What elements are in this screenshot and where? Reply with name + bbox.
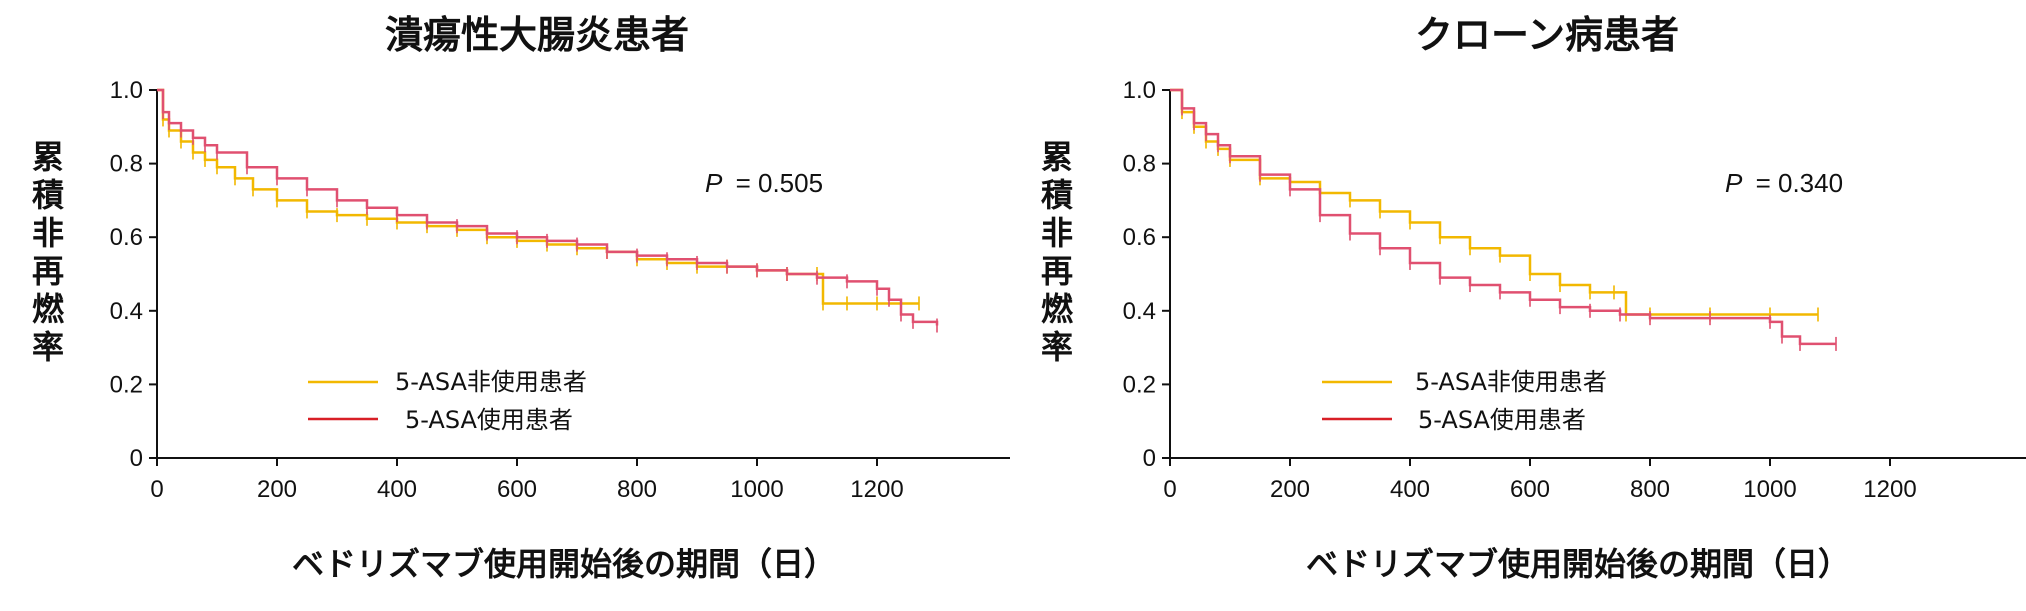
x-axis-label: ベドリズマブ使用開始後の期間（日） (292, 545, 836, 583)
series-line-5asa (1170, 88, 1836, 346)
series-line-5asa (157, 88, 939, 326)
x-tick-label: 400 (1390, 476, 1430, 503)
x-tick-label: 800 (1630, 476, 1670, 503)
legend-label-5asa: 5-ASA使用患者 (405, 406, 573, 434)
y-tick-label: 0.8 (1123, 151, 1156, 178)
x-tick-label: 800 (617, 476, 657, 503)
series-group (1170, 88, 1837, 351)
series-group (157, 88, 939, 333)
y-tick-label: 0.2 (110, 371, 143, 398)
chart-title: 潰瘍性大腸炎患者 (385, 13, 689, 57)
y-axis-label: 累積非再燃率 (1041, 138, 1074, 366)
y-tick-label: 0.8 (110, 151, 143, 178)
y-tick-label: 0 (1143, 445, 1156, 472)
y-tick-label: 0 (130, 445, 143, 472)
x-tick-label: 0 (1163, 476, 1176, 503)
y-axis-label: 累積非再燃率 (32, 138, 65, 366)
axis-ticks: 0 0.2 0.4 0.6 0.8 1.0 0 200 400 600 800 1000 1200 (1123, 77, 1917, 503)
x-tick-label: 600 (497, 476, 537, 503)
x-tick-label: 1200 (1863, 476, 1916, 503)
chart-title: クローン病患者 (1415, 13, 1679, 57)
legend-label-5asa: 5-ASA使用患者 (1418, 406, 1586, 434)
y-tick-label: 1.0 (110, 77, 143, 104)
chart-panel-cd: クローン病患者 累積非再燃率 0 0.2 0.4 0.6 0.8 1.0 0 200 400 60… (1041, 13, 2026, 583)
x-tick-label: 400 (377, 476, 417, 503)
y-tick-label: 0.4 (110, 298, 143, 325)
y-tick-label: 0.6 (110, 224, 143, 251)
x-tick-label: 1000 (1743, 476, 1796, 503)
x-axis-label: ベドリズマブ使用開始後の期間（日） (1306, 545, 1850, 583)
x-tick-label: 600 (1510, 476, 1550, 503)
x-tick-label: 1200 (850, 476, 903, 503)
legend-label-non-5asa: 5-ASA非使用患者 (395, 368, 587, 396)
x-tick-label: 200 (1270, 476, 1310, 503)
chart-panel-uc: 潰瘍性大腸炎患者 累積非再燃率 0 0.2 0.4 0.6 0.8 1.0 0 200 400 6… (32, 13, 1010, 583)
y-tick-label: 0.4 (1123, 298, 1156, 325)
y-tick-label: 0.6 (1123, 224, 1156, 251)
p-value: P = 0.340 (1725, 168, 1843, 198)
series-line-non-5asa (1170, 88, 1818, 316)
axis-ticks: 0 0.2 0.4 0.6 0.8 1.0 0 200 400 600 800 1000 1200 (110, 77, 904, 503)
x-tick-label: 0 (150, 476, 163, 503)
legend-label-non-5asa: 5-ASA非使用患者 (1415, 368, 1607, 396)
y-tick-label: 1.0 (1123, 77, 1156, 104)
x-tick-label: 200 (257, 476, 297, 503)
y-tick-label: 0.2 (1123, 371, 1156, 398)
p-value: P = 0.505 (705, 168, 823, 198)
x-tick-label: 1000 (730, 476, 783, 503)
